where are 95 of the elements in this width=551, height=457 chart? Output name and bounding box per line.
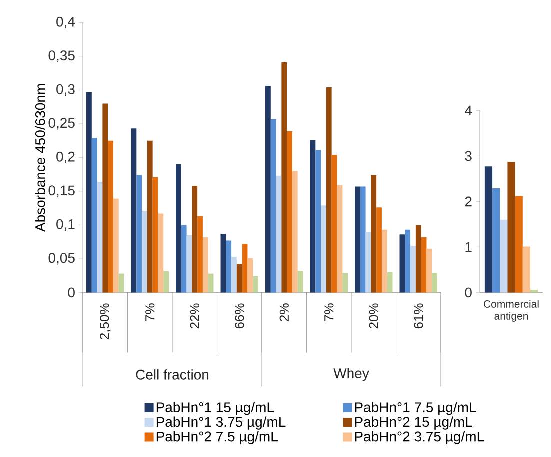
bar bbox=[400, 234, 406, 293]
bar bbox=[500, 220, 508, 293]
bar bbox=[208, 274, 214, 293]
bar bbox=[131, 128, 137, 293]
bar bbox=[432, 273, 438, 293]
legend-label: PabHn°2 15 µg/mL bbox=[355, 416, 472, 430]
bar bbox=[181, 225, 187, 293]
y-tick-label: 0,05 bbox=[48, 253, 75, 265]
bar bbox=[242, 244, 248, 293]
bar bbox=[248, 258, 254, 293]
bar bbox=[276, 176, 282, 293]
bar bbox=[108, 140, 114, 293]
legend-label: PabHn°2 7.5 µg/mL bbox=[156, 431, 278, 444]
bar bbox=[226, 240, 232, 293]
bar bbox=[202, 237, 208, 293]
bar bbox=[371, 175, 377, 293]
bar bbox=[232, 256, 237, 293]
bar bbox=[405, 230, 411, 293]
bar bbox=[421, 237, 427, 293]
bar bbox=[522, 246, 530, 293]
y-tick-label: 2 bbox=[465, 196, 472, 207]
bar bbox=[332, 155, 338, 293]
x-tick-label: 2% bbox=[280, 304, 289, 322]
y-tick-label: 0,1 bbox=[56, 219, 75, 231]
y-tick-label: 1 bbox=[466, 242, 472, 252]
bar bbox=[136, 175, 142, 293]
y-tick-label: 0,4 bbox=[56, 16, 76, 28]
bar bbox=[192, 186, 198, 293]
legend-label: PabHn°1 15 µg/mL bbox=[156, 402, 274, 416]
legend-label: PabHn°2 3.75 µg/mL bbox=[355, 431, 484, 444]
bar bbox=[360, 186, 366, 293]
bar bbox=[298, 271, 304, 293]
x-tick-label: 7% bbox=[324, 304, 334, 322]
bar bbox=[337, 185, 343, 293]
bar bbox=[416, 225, 422, 293]
y-tick-label: 0,25 bbox=[48, 118, 75, 130]
y-tick-label: 0,15 bbox=[48, 186, 75, 198]
x-tick-label: 20% bbox=[369, 304, 378, 329]
x-tick-label: 7% bbox=[146, 304, 155, 322]
x-tick-label: 66% bbox=[235, 304, 244, 329]
bar bbox=[118, 274, 124, 293]
bar bbox=[316, 150, 322, 293]
bar bbox=[508, 162, 516, 293]
bar bbox=[176, 164, 182, 293]
x-tick-label: 61% bbox=[414, 304, 424, 329]
bar bbox=[492, 188, 500, 293]
bar bbox=[142, 211, 148, 293]
bar bbox=[410, 246, 416, 293]
bar bbox=[236, 264, 242, 293]
bar bbox=[326, 88, 332, 293]
bar bbox=[355, 186, 360, 293]
bar bbox=[97, 182, 103, 293]
bar bbox=[530, 290, 538, 293]
bar bbox=[164, 271, 169, 293]
bar bbox=[270, 119, 276, 293]
bar bbox=[147, 140, 153, 293]
bar bbox=[220, 234, 226, 293]
bar bbox=[253, 276, 258, 293]
bar bbox=[515, 196, 523, 293]
y-tick-label: 0 bbox=[68, 288, 75, 298]
legend-label: PabHn°1 3.75 µg/mL bbox=[156, 416, 286, 430]
bar bbox=[366, 232, 372, 293]
y-tick-label: 4 bbox=[465, 106, 472, 116]
bar bbox=[113, 198, 119, 293]
bar bbox=[282, 62, 288, 293]
y-axis-title: Absorbance 450/630nm bbox=[35, 84, 46, 232]
bar bbox=[102, 104, 108, 293]
bar bbox=[310, 140, 316, 293]
text: Whey bbox=[334, 368, 370, 382]
y-tick-label: 3 bbox=[465, 151, 472, 162]
x-tick-label: 2,50% bbox=[100, 304, 111, 340]
bar bbox=[287, 131, 292, 293]
bar bbox=[376, 208, 382, 293]
text: Cell fraction bbox=[136, 370, 209, 380]
bar bbox=[198, 216, 203, 293]
legend-label: PabHn°1 7.5 µg/mL bbox=[355, 402, 476, 416]
bar bbox=[292, 171, 298, 293]
y-tick-label: 0,2 bbox=[56, 152, 75, 164]
y-tick-label: 0,35 bbox=[48, 50, 75, 62]
y-tick-label: 0 bbox=[465, 288, 472, 298]
bar bbox=[484, 166, 493, 293]
bar bbox=[426, 248, 432, 293]
bar bbox=[342, 273, 348, 293]
bar bbox=[152, 177, 158, 293]
bar bbox=[186, 235, 192, 293]
x-tick-label: Commercial antigen bbox=[484, 300, 539, 322]
bar bbox=[387, 272, 393, 293]
bar bbox=[86, 92, 92, 293]
y-tick-label: 0,3 bbox=[56, 84, 75, 96]
x-tick-label: 22% bbox=[190, 304, 200, 329]
bar bbox=[92, 138, 98, 293]
bar bbox=[382, 230, 388, 293]
bar bbox=[321, 206, 326, 293]
bar bbox=[266, 86, 271, 293]
bar bbox=[158, 214, 164, 293]
